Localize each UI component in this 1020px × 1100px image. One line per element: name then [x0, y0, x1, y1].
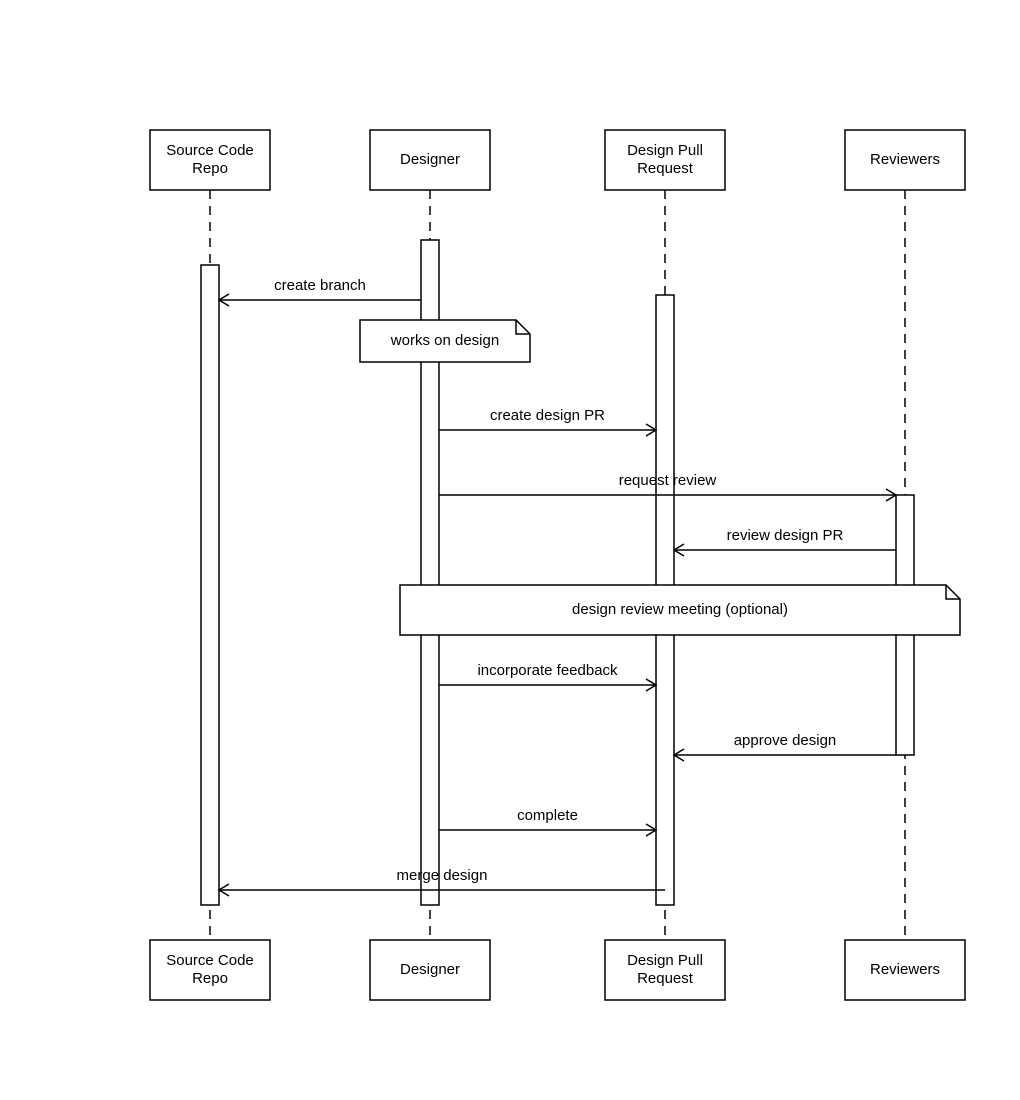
svg-text:Reviewers: Reviewers: [870, 961, 940, 978]
svg-text:Source Code: Source Code: [166, 142, 254, 159]
message-label: request review: [619, 472, 717, 489]
svg-text:Request: Request: [637, 160, 694, 177]
note-label-review_meeting: design review meeting (optional): [572, 601, 788, 618]
svg-text:Source Code: Source Code: [166, 952, 254, 969]
message-label: review design PR: [727, 527, 844, 544]
message-label: merge design: [397, 867, 488, 884]
svg-text:Designer: Designer: [400, 151, 460, 168]
note-label-works_on_design: works on design: [390, 332, 499, 349]
svg-text:Design Pull: Design Pull: [627, 952, 703, 969]
svg-text:Design Pull: Design Pull: [627, 142, 703, 159]
message-label: approve design: [734, 732, 837, 749]
svg-text:Repo: Repo: [192, 160, 228, 177]
svg-text:Designer: Designer: [400, 961, 460, 978]
message-label: create branch: [274, 277, 366, 294]
svg-text:Reviewers: Reviewers: [870, 151, 940, 168]
activation-repo: [201, 265, 219, 905]
sequence-diagram: create branch create design PR request rev…: [0, 0, 1020, 1100]
message-label: create design PR: [490, 407, 605, 424]
message-label: complete: [517, 807, 578, 824]
svg-text:Request: Request: [637, 970, 694, 987]
svg-text:Repo: Repo: [192, 970, 228, 987]
message-label: incorporate feedback: [477, 662, 618, 679]
